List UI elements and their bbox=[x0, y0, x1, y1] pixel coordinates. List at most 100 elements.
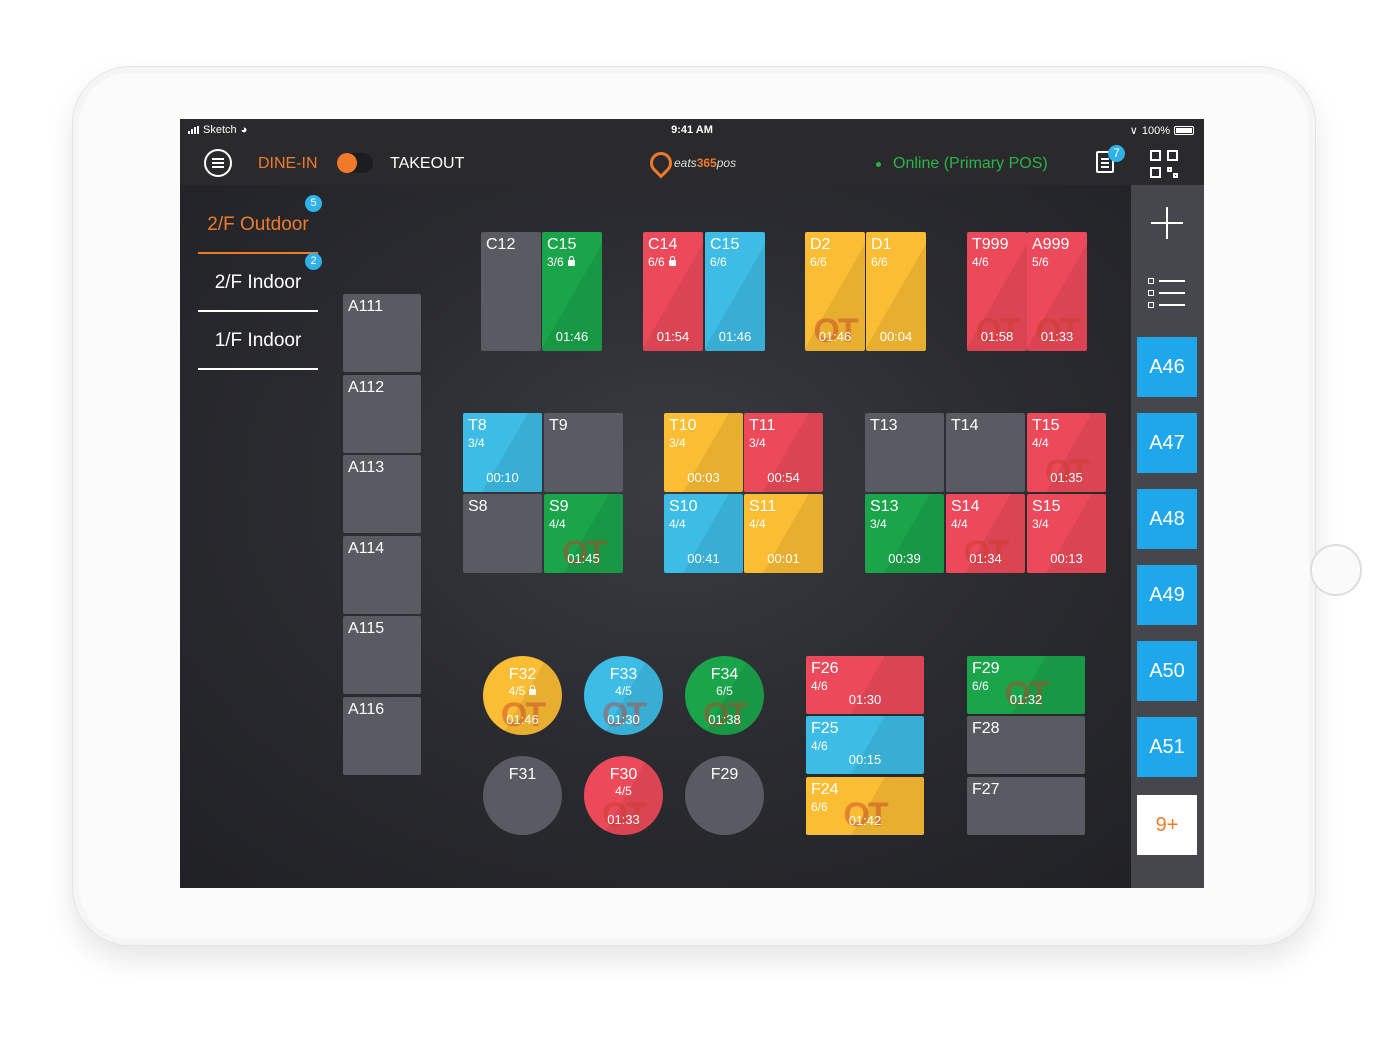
table-f29[interactable]: F29 bbox=[685, 756, 764, 835]
table-time: 00:10 bbox=[486, 470, 519, 485]
table-seats: 4/6 bbox=[811, 679, 828, 693]
table-c14[interactable]: C14 6/6 01:54 bbox=[643, 232, 703, 351]
dine-takeout-toggle[interactable] bbox=[337, 153, 373, 173]
table-name: T15 bbox=[1032, 417, 1060, 434]
table-a999[interactable]: OT A999 5/6 01:33 bbox=[1027, 232, 1087, 351]
table-f29[interactable]: OT F29 6/6 01:32 bbox=[967, 656, 1085, 714]
table-name: F29 bbox=[710, 766, 739, 783]
table-f26[interactable]: F26 4/6 01:30 bbox=[806, 656, 924, 714]
table-name: F29 bbox=[972, 660, 1000, 677]
table-a116[interactable]: A116 bbox=[343, 697, 421, 775]
table-a112[interactable]: A112 bbox=[343, 375, 421, 453]
table-t999[interactable]: OT T999 4/6 01:58 bbox=[967, 232, 1027, 351]
overtime-mark: OT bbox=[1044, 453, 1090, 491]
dine-in-label[interactable]: DINE-IN bbox=[258, 155, 318, 172]
table-t10[interactable]: T10 3/4 00:03 bbox=[664, 413, 743, 492]
overtime-mark: OT bbox=[813, 312, 858, 350]
queue-item-a47[interactable]: A47 bbox=[1137, 413, 1197, 473]
table-s11[interactable]: S11 4/4 00:01 bbox=[744, 494, 823, 573]
table-name: A115 bbox=[348, 620, 385, 637]
table-a113[interactable]: A113 bbox=[343, 455, 421, 533]
table-name: S8 bbox=[468, 498, 488, 515]
table-t11[interactable]: T11 3/4 00:54 bbox=[744, 413, 823, 492]
home-button[interactable] bbox=[1310, 544, 1362, 596]
queue-item-a48[interactable]: A48 bbox=[1137, 489, 1197, 549]
table-name: C15 bbox=[710, 236, 740, 253]
logo-pin-icon bbox=[645, 147, 677, 179]
table-t15[interactable]: OT T15 4/4 01:35 bbox=[1027, 413, 1106, 492]
table-d1[interactable]: D1 6/6 00:04 bbox=[866, 232, 926, 351]
floor-tab-3[interactable]: 1/F Indoor bbox=[198, 310, 318, 370]
table-time: 00:01 bbox=[767, 551, 800, 566]
table-a111[interactable]: A111 bbox=[343, 294, 421, 372]
table-f34[interactable]: OT F34 6/5 01:38 bbox=[685, 656, 764, 735]
table-s15[interactable]: S15 3/4 00:13 bbox=[1027, 494, 1106, 573]
table-t8[interactable]: T8 3/4 00:10 bbox=[463, 413, 542, 492]
table-seats: 4/5 bbox=[615, 684, 632, 698]
floor-tab-1[interactable]: 2/F Outdoor bbox=[198, 194, 318, 254]
table-seats: 4/4 bbox=[549, 517, 566, 531]
table-time: 01:35 bbox=[1050, 470, 1083, 485]
table-time: 01:46 bbox=[718, 329, 752, 344]
table-time: 01:46 bbox=[506, 712, 539, 727]
floor-tab-2[interactable]: 2/F Indoor bbox=[198, 252, 318, 312]
queue-item-a51[interactable]: A51 bbox=[1137, 717, 1197, 777]
table-s8[interactable]: S8 bbox=[463, 494, 542, 573]
table-t14[interactable]: T14 bbox=[946, 413, 1025, 492]
table-f24[interactable]: OT F24 6/6 01:42 bbox=[806, 777, 924, 835]
qr-code-icon[interactable] bbox=[1150, 150, 1178, 178]
table-f28[interactable]: F28 bbox=[967, 716, 1085, 774]
table-name: A114 bbox=[348, 540, 385, 557]
table-name: F32 bbox=[508, 666, 537, 683]
table-name: T8 bbox=[468, 417, 487, 434]
table-time: 01:58 bbox=[980, 329, 1014, 344]
list-icon[interactable] bbox=[1148, 278, 1186, 308]
table-s14[interactable]: OT S14 4/4 01:34 bbox=[946, 494, 1025, 573]
table-time: 01:45 bbox=[567, 551, 600, 566]
table-time: 01:38 bbox=[708, 712, 741, 727]
table-t9[interactable]: T9 bbox=[544, 413, 623, 492]
table-name: T10 bbox=[669, 417, 697, 434]
table-f27[interactable]: F27 bbox=[967, 777, 1085, 835]
table-a114[interactable]: A114 bbox=[343, 536, 421, 614]
table-d2[interactable]: OT D2 6/6 01:46 bbox=[805, 232, 865, 351]
table-s13[interactable]: S13 3/4 00:39 bbox=[865, 494, 944, 573]
table-time: 01:32 bbox=[1009, 692, 1043, 707]
floor-badge: 5 bbox=[305, 195, 322, 212]
table-time: 01:46 bbox=[555, 329, 589, 344]
add-icon[interactable] bbox=[1151, 207, 1183, 239]
table-s10[interactable]: S10 4/4 00:41 bbox=[664, 494, 743, 573]
queue-item-a46[interactable]: A46 bbox=[1137, 337, 1197, 397]
table-f33[interactable]: OT F33 4/5 01:30 bbox=[584, 656, 663, 735]
table-name: F27 bbox=[972, 781, 1000, 798]
table-c15[interactable]: C15 6/6 01:46 bbox=[705, 232, 765, 351]
table-seats: 6/6 bbox=[648, 255, 665, 269]
table-f31[interactable]: F31 bbox=[483, 756, 562, 835]
takeout-label[interactable]: TAKEOUT bbox=[390, 155, 465, 172]
table-s9[interactable]: OT S9 4/4 01:45 bbox=[544, 494, 623, 573]
table-seats: 4/4 bbox=[669, 517, 686, 531]
queue-item-a49[interactable]: A49 bbox=[1137, 565, 1197, 625]
orders-icon[interactable] bbox=[1096, 151, 1114, 173]
overtime-mark: OT bbox=[1035, 312, 1080, 350]
table-seats: 4/4 bbox=[749, 517, 766, 531]
table-time: 00:54 bbox=[767, 470, 800, 485]
queue-more-button[interactable]: 9+ bbox=[1137, 795, 1197, 855]
queue-item-a50[interactable]: A50 bbox=[1137, 641, 1197, 701]
table-seats: 6/6 bbox=[710, 255, 727, 269]
table-seats: 4/5 bbox=[615, 784, 632, 798]
table-f30[interactable]: OT F30 4/5 01:33 bbox=[584, 756, 663, 835]
table-c15[interactable]: C15 3/6 01:46 bbox=[542, 232, 602, 351]
table-f25[interactable]: F25 4/6 00:15 bbox=[806, 716, 924, 774]
logo-365: 365 bbox=[696, 156, 717, 170]
table-t13[interactable]: T13 bbox=[865, 413, 944, 492]
lock-icon bbox=[668, 256, 676, 266]
table-c12[interactable]: C12 bbox=[481, 232, 541, 351]
menu-icon[interactable] bbox=[204, 149, 232, 177]
table-seats: 3/4 bbox=[870, 517, 887, 531]
table-a115[interactable]: A115 bbox=[343, 616, 421, 694]
floor-tab-underline bbox=[198, 252, 318, 254]
table-f32[interactable]: OT F32 4/5 01:46 bbox=[483, 656, 562, 735]
table-seats: 4/4 bbox=[951, 517, 968, 531]
table-time: 01:42 bbox=[848, 813, 882, 828]
